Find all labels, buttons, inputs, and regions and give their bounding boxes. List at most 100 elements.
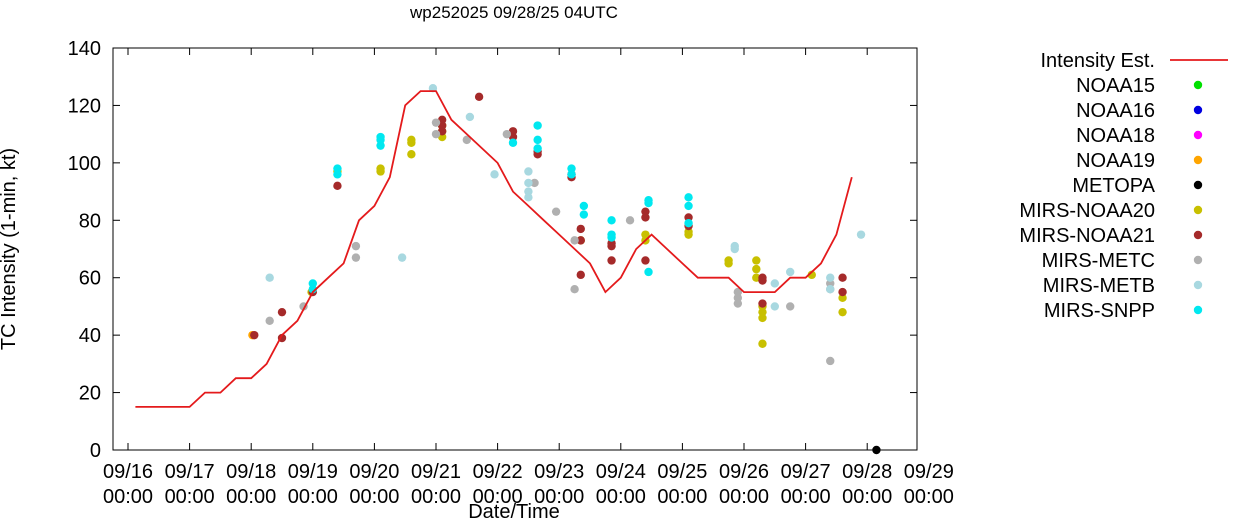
x-tick-label: 09/17 bbox=[165, 461, 215, 483]
x-tick-label: 00:00 bbox=[165, 486, 215, 508]
data-point bbox=[265, 316, 274, 325]
legend-label: METOPA bbox=[1072, 175, 1155, 197]
legend-label: MIRS-SNPP bbox=[1044, 300, 1155, 322]
data-point bbox=[607, 216, 616, 225]
data-point bbox=[333, 181, 342, 191]
data-point bbox=[733, 287, 743, 297]
intensity-line bbox=[135, 90, 853, 408]
data-point bbox=[567, 164, 576, 173]
data-point bbox=[576, 270, 585, 280]
data-point bbox=[576, 224, 585, 234]
x-tick-label: 09/28 bbox=[842, 461, 892, 483]
legend-marker-swatch bbox=[1193, 255, 1203, 265]
x-tick-label: 00:00 bbox=[534, 486, 584, 508]
data-point bbox=[758, 299, 767, 308]
data-point bbox=[397, 253, 407, 262]
data-point bbox=[641, 213, 650, 222]
x-tick-label: 09/25 bbox=[657, 461, 707, 483]
data-point bbox=[826, 285, 835, 294]
data-point bbox=[462, 135, 471, 145]
data-point bbox=[579, 210, 589, 219]
y-tick-label: 40 bbox=[79, 325, 101, 347]
data-point bbox=[684, 193, 693, 202]
plot-area bbox=[135, 84, 881, 455]
data-point bbox=[407, 150, 416, 159]
data-point bbox=[826, 356, 835, 366]
data-point bbox=[733, 299, 743, 308]
x-tick-label: 09/29 bbox=[904, 461, 954, 483]
x-tick-label: 09/27 bbox=[781, 461, 831, 483]
legend-label: NOAA16 bbox=[1076, 100, 1155, 122]
x-tick-label: 09/24 bbox=[596, 461, 646, 483]
y-tick-label: 80 bbox=[79, 210, 101, 232]
data-point bbox=[838, 287, 847, 297]
data-point bbox=[576, 236, 585, 245]
x-tick-label: 09/22 bbox=[473, 461, 523, 483]
data-point bbox=[758, 339, 767, 348]
data-point bbox=[758, 313, 767, 323]
legend-label: MIRS-METB bbox=[1043, 275, 1155, 297]
data-point bbox=[431, 129, 441, 139]
legend-label: NOAA18 bbox=[1076, 125, 1155, 147]
x-tick-label: 00:00 bbox=[719, 486, 769, 508]
data-point bbox=[376, 141, 385, 150]
data-point bbox=[524, 167, 533, 176]
legend-marker-swatch bbox=[1193, 305, 1203, 315]
legend-label: MIRS-NOAA21 bbox=[1019, 225, 1155, 247]
data-point bbox=[265, 273, 274, 282]
data-point bbox=[502, 129, 512, 139]
chart-title: wp252025 09/28/25 04UTC bbox=[409, 3, 618, 22]
data-point bbox=[533, 135, 542, 145]
data-point bbox=[431, 118, 441, 127]
data-point bbox=[625, 216, 635, 225]
y-axis-label: TC Intensity (1-min, kt) bbox=[0, 148, 20, 350]
legend-marker-swatch bbox=[1193, 80, 1203, 90]
data-point bbox=[826, 273, 835, 282]
legend-label: MIRS-NOAA20 bbox=[1019, 200, 1155, 222]
x-tick-label: 00:00 bbox=[103, 486, 153, 508]
data-point bbox=[524, 178, 533, 188]
y-axis: 0 20 40 60 80 100 120 140 bbox=[68, 38, 917, 462]
data-point bbox=[250, 330, 259, 340]
series-mirs-metb bbox=[265, 84, 866, 311]
data-point bbox=[508, 138, 518, 147]
y-tick-label: 0 bbox=[90, 440, 101, 462]
data-point bbox=[308, 279, 317, 288]
legend-marker-swatch bbox=[1193, 130, 1203, 140]
data-point bbox=[826, 279, 835, 288]
data-point bbox=[474, 92, 484, 102]
legend: Intensity Est. NOAA15 NOAA16 NOAA18 NOAA19 ME… bbox=[1019, 50, 1228, 322]
y-tick-label: 140 bbox=[68, 38, 101, 60]
data-point bbox=[333, 164, 342, 173]
y-tick-label: 120 bbox=[68, 95, 101, 117]
data-point bbox=[786, 302, 795, 311]
legend-marker-swatch bbox=[1193, 180, 1203, 190]
data-point bbox=[752, 264, 761, 274]
data-point bbox=[607, 256, 616, 265]
x-tick-label: 09/20 bbox=[349, 461, 399, 483]
data-point bbox=[607, 239, 616, 248]
data-point bbox=[838, 307, 847, 317]
data-point bbox=[641, 256, 650, 265]
x-tick-label: 00:00 bbox=[781, 486, 831, 508]
data-point bbox=[838, 293, 847, 303]
data-point bbox=[684, 227, 693, 236]
data-point bbox=[758, 273, 767, 282]
y-tick-label: 20 bbox=[79, 383, 101, 405]
y-tick-label: 60 bbox=[79, 268, 101, 290]
legend-marker-swatch bbox=[1193, 105, 1203, 115]
x-tick-label: 09/21 bbox=[411, 461, 461, 483]
series-mirs-noaa21 bbox=[250, 92, 847, 343]
data-point bbox=[570, 236, 579, 245]
legend-label: NOAA15 bbox=[1076, 75, 1155, 97]
y-tick-label: 100 bbox=[68, 153, 101, 175]
data-point bbox=[684, 218, 693, 228]
legend-marker-swatch bbox=[1193, 155, 1203, 165]
data-point bbox=[407, 135, 416, 145]
data-point bbox=[684, 201, 693, 211]
data-point bbox=[730, 241, 739, 251]
legend-marker-swatch bbox=[1193, 205, 1203, 215]
x-tick-label: 00:00 bbox=[473, 486, 523, 508]
data-point bbox=[551, 207, 561, 216]
